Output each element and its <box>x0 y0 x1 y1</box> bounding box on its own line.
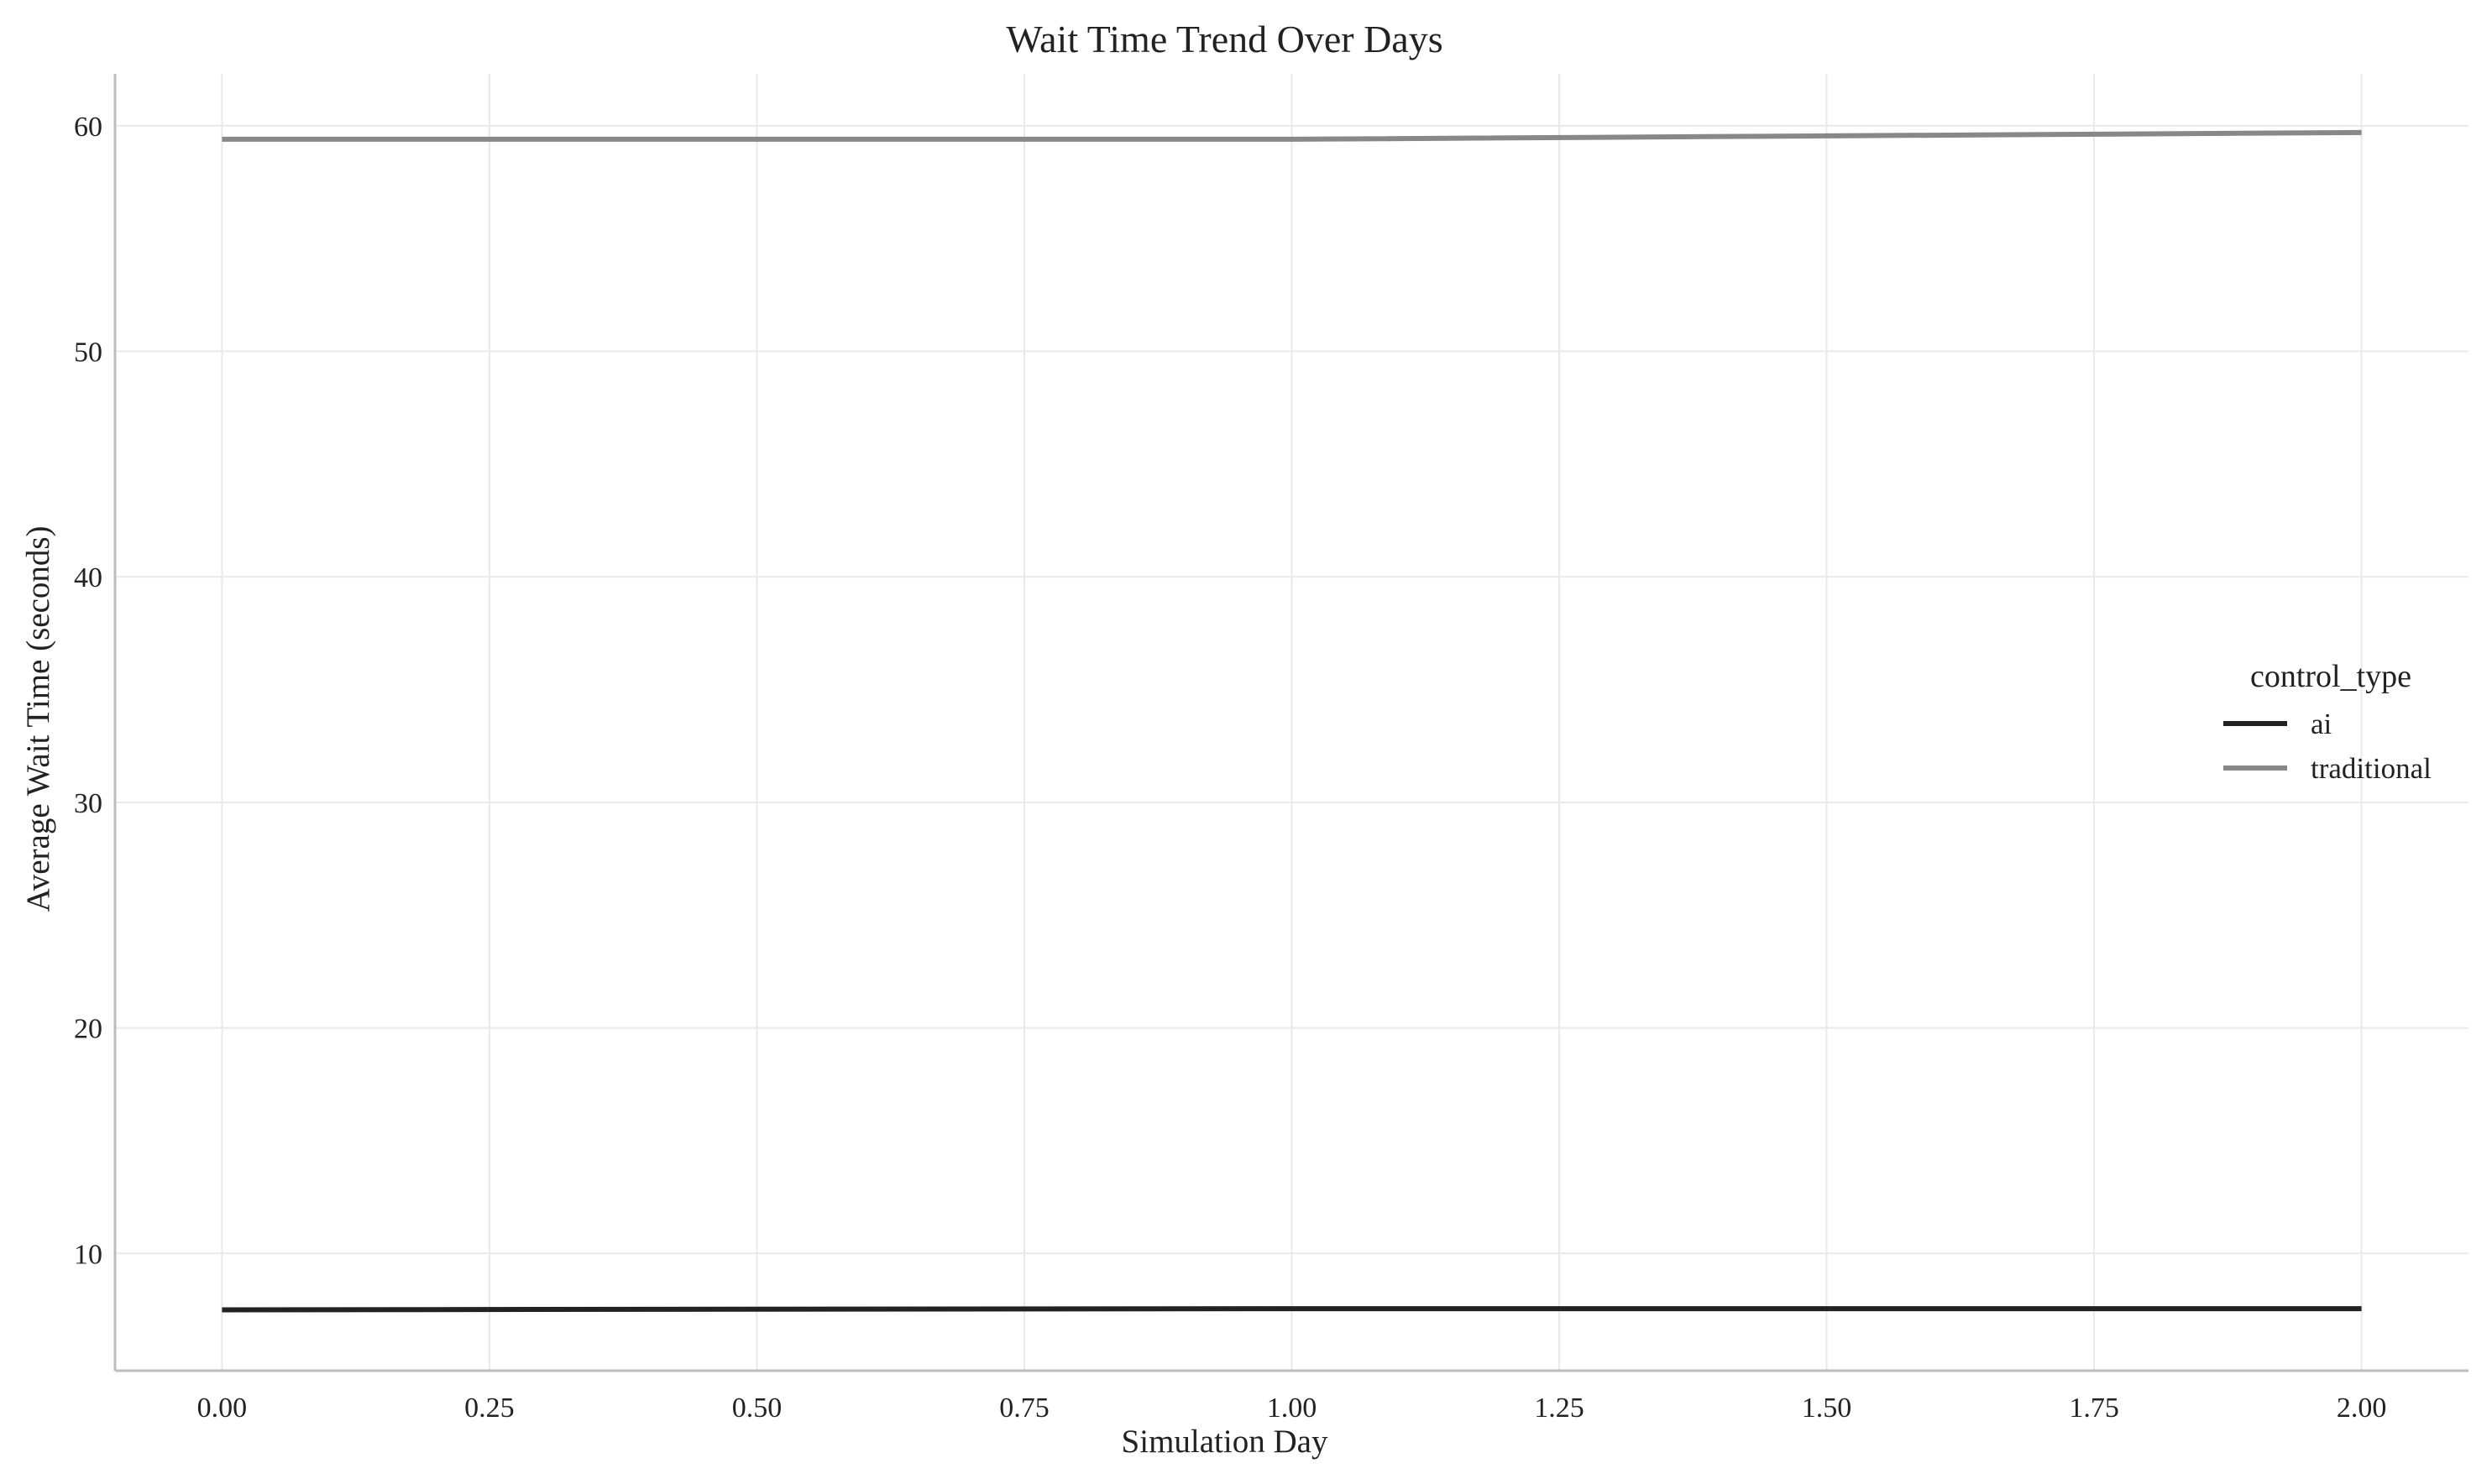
legend: control_type ai traditional <box>2223 659 2432 785</box>
series-line-traditional <box>222 129 2362 142</box>
series-lines <box>222 129 2362 1313</box>
x-tick-label: 1.00 <box>1267 1393 1317 1424</box>
legend-label-ai: ai <box>2311 708 2332 740</box>
x-tick-label: 0.00 <box>197 1393 248 1424</box>
x-tick-label: 1.75 <box>2069 1393 2119 1424</box>
x-tick-label: 1.50 <box>1802 1393 1852 1424</box>
y-tick-label: 20 <box>74 1014 102 1045</box>
chart-title: Wait Time Trend Over Days <box>1006 18 1442 60</box>
x-tick-labels: 0.00 0.25 0.50 0.75 1.00 1.25 1.50 1.75 2.00 <box>197 1393 2387 1424</box>
y-axis-label: Average Wait Time (seconds) <box>20 525 56 912</box>
y-tick-label: 50 <box>74 337 102 368</box>
y-tick-label: 60 <box>74 112 102 143</box>
y-tick-label: 30 <box>74 788 102 819</box>
grid <box>115 74 2468 1371</box>
x-tick-label: 0.75 <box>999 1393 1050 1424</box>
legend-items: ai traditional <box>2223 708 2432 785</box>
y-tick-label: 40 <box>74 562 102 593</box>
x-tick-label: 1.25 <box>1534 1393 1584 1424</box>
x-tick-label: 0.25 <box>464 1393 515 1424</box>
x-axis-label: Simulation Day <box>1122 1424 1328 1460</box>
y-tick-labels: 10 20 30 40 50 60 <box>74 112 102 1270</box>
x-tick-label: 2.00 <box>2337 1393 2387 1424</box>
x-tick-label: 0.50 <box>732 1393 783 1424</box>
axes <box>113 74 2468 1372</box>
y-tick-label: 10 <box>74 1239 102 1270</box>
legend-label-traditional: traditional <box>2311 752 2432 785</box>
legend-title: control_type <box>2250 659 2411 694</box>
